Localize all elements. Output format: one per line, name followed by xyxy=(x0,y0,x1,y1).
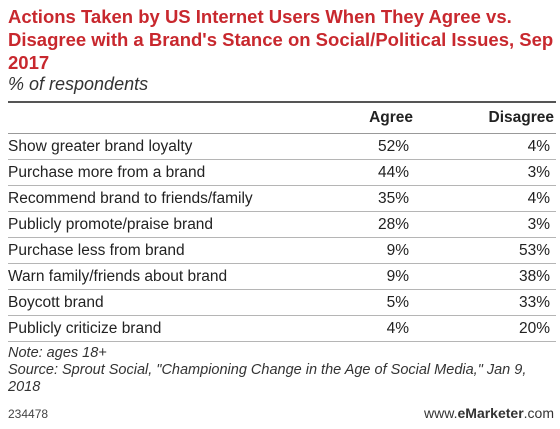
row-label: Purchase more from a brand xyxy=(8,164,206,181)
site-brand: eMarketer xyxy=(457,405,524,421)
row-label: Boycott brand xyxy=(8,294,104,311)
disagree-value: 33% xyxy=(518,294,550,311)
agree-value: 9% xyxy=(386,268,409,285)
table-row: Purchase more from a brand 44% 3% xyxy=(8,160,556,186)
table-row: Show greater brand loyalty 52% 4% xyxy=(8,134,556,160)
disagree-value: 20% xyxy=(518,320,550,337)
chart-title: Actions Taken by US Internet Users When … xyxy=(8,6,554,73)
chart-id: 234478 xyxy=(8,407,49,421)
top-rule xyxy=(8,101,556,103)
disagree-value: 4% xyxy=(527,138,550,155)
agree-value: 28% xyxy=(377,216,409,233)
site-suffix: .com xyxy=(523,405,554,421)
chart-subtitle: % of respondents xyxy=(8,74,149,94)
agree-value: 35% xyxy=(377,190,409,207)
column-header-disagree: Disagree xyxy=(488,109,554,126)
table-row: Publicly criticize brand 4% 20% xyxy=(8,316,556,342)
row-label: Publicly criticize brand xyxy=(8,320,162,337)
disagree-value: 3% xyxy=(527,216,550,233)
notes: Note: ages 18+ Source: Sprout Social, "C… xyxy=(8,345,556,396)
agree-value: 9% xyxy=(386,242,409,259)
disagree-value: 4% xyxy=(527,190,550,207)
row-label: Purchase less from brand xyxy=(8,242,185,259)
disagree-value: 38% xyxy=(518,268,550,285)
site-link[interactable]: www.eMarketer.com xyxy=(424,405,554,421)
source-text: Source: Sprout Social, "Championing Chan… xyxy=(8,362,527,395)
agree-value: 5% xyxy=(386,294,409,311)
row-label: Show greater brand loyalty xyxy=(8,138,193,155)
disagree-value: 3% xyxy=(527,164,550,181)
note-text: Note: ages 18+ xyxy=(8,345,107,361)
row-label: Publicly promote/praise brand xyxy=(8,216,214,233)
disagree-value: 53% xyxy=(518,242,550,259)
table-row: Publicly promote/praise brand 28% 3% xyxy=(8,212,556,238)
agree-value: 52% xyxy=(377,138,409,155)
row-label: Warn family/friends about brand xyxy=(8,268,228,285)
table-row: Warn family/friends about brand 9% 38% xyxy=(8,264,556,290)
site-prefix: www. xyxy=(424,405,458,421)
agree-value: 44% xyxy=(377,164,409,181)
table-row: Boycott brand 5% 33% xyxy=(8,290,556,316)
table-row: Purchase less from brand 9% 53% xyxy=(8,238,556,264)
header-rule xyxy=(8,133,556,134)
agree-value: 4% xyxy=(386,320,409,337)
row-label: Recommend brand to friends/family xyxy=(8,190,253,207)
table-row: Recommend brand to friends/family 35% 4% xyxy=(8,186,556,212)
column-header-agree: Agree xyxy=(369,109,413,126)
